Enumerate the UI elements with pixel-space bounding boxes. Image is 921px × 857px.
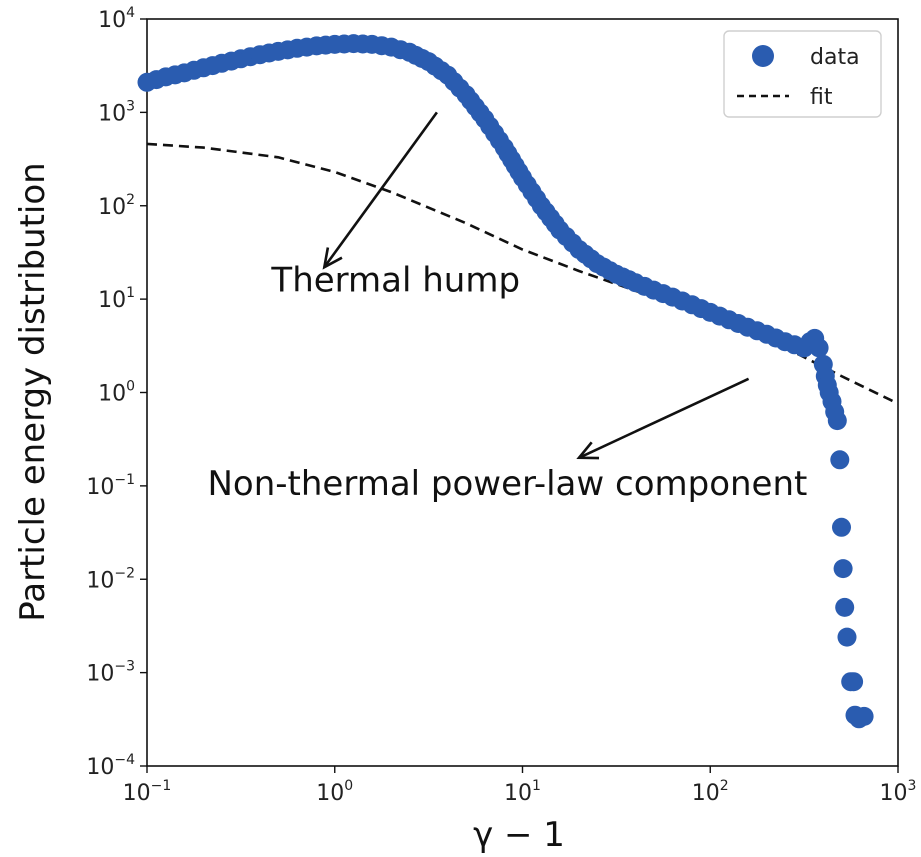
data-point <box>854 706 874 726</box>
x-tick-label: 101 <box>504 778 541 806</box>
annotation-arrowhead <box>322 247 343 270</box>
annotation-label: Thermal hump <box>270 261 520 301</box>
x-tick-label: 100 <box>316 778 353 806</box>
legend-data-marker <box>752 45 774 67</box>
y-tick-label: 103 <box>98 98 135 126</box>
y-axis: 10−4 10−3 10−2 10−1 100 101 102 103 104 <box>86 5 147 780</box>
data-point <box>844 672 864 692</box>
plot-area: 10−1 100 101 102 103 10−410−310−210−11001011… <box>86 5 916 806</box>
y-tick-label: 101 <box>98 285 135 313</box>
data-point <box>833 559 853 579</box>
data-point <box>832 517 851 537</box>
x-tick-label: 10−1 <box>123 778 172 806</box>
y-tick-label: 104 <box>98 5 135 33</box>
legend-box <box>723 30 882 118</box>
plot-frame <box>146 18 899 767</box>
y-tick-label: 102 <box>98 192 135 220</box>
data-series <box>137 34 874 729</box>
legend: data fit <box>723 30 882 118</box>
y-tick-label: 100 <box>98 379 135 407</box>
legend-data-label: data <box>810 45 860 70</box>
annotations: Thermal hump Non-thermal power-law compon… <box>207 111 807 504</box>
data-point <box>809 338 829 358</box>
annotation-label: Non-thermal power-law component <box>207 464 807 504</box>
x-tick-label: 102 <box>692 778 729 806</box>
x-axis: 10−1 100 101 102 103 <box>123 766 917 806</box>
legend-fit-label: fit <box>810 85 833 110</box>
data-point <box>835 597 855 617</box>
y-axis-label: Particle energy distribution <box>13 162 53 621</box>
fit-line <box>146 142 899 405</box>
annotation-arrowhead <box>576 441 600 460</box>
annotation-arrow <box>578 377 750 459</box>
data-point <box>830 450 850 470</box>
data-point <box>837 627 857 647</box>
x-tick-label: 103 <box>880 778 917 806</box>
annotation-arrow <box>323 111 438 268</box>
y-tick-label: 10−2 <box>86 565 135 593</box>
y-tick-label: 10−3 <box>86 659 135 687</box>
y-tick-label: 10−4 <box>86 752 135 780</box>
y-tick-label: 10−1 <box>86 472 135 500</box>
data-point <box>827 411 847 431</box>
x-axis-label: γ − 1 <box>473 815 565 855</box>
